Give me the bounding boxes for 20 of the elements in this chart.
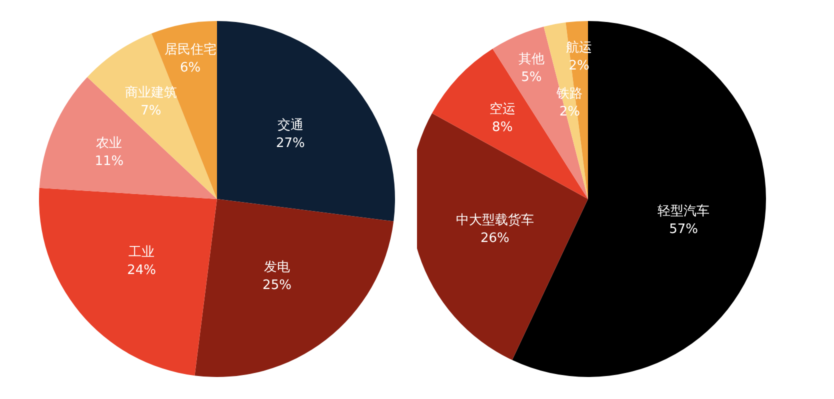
slice-label: 中大型载货车 <box>456 212 534 228</box>
slice-label: 商业建筑 <box>124 85 177 100</box>
data-label: 5% <box>521 70 542 85</box>
data-label: 7% <box>140 103 162 118</box>
data-label: 57% <box>669 222 698 237</box>
slice-label: 农业 <box>96 136 122 151</box>
slice-label: 居民住宅 <box>164 42 216 58</box>
slice-label: 工业 <box>128 244 155 260</box>
data-label: 24% <box>127 262 156 278</box>
slice-label: 其他 <box>518 52 544 67</box>
slice-label: 空运 <box>489 102 516 118</box>
data-label: 11% <box>94 154 124 169</box>
data-label: 27% <box>276 136 305 151</box>
data-label: 8% <box>492 120 513 136</box>
data-label: 6% <box>180 60 201 76</box>
slice-label: 交通 <box>277 116 304 133</box>
data-label: 25% <box>262 278 292 293</box>
slice-label: 发电 <box>264 260 290 275</box>
slice-label: 轻型汽车 <box>658 204 710 219</box>
data-label: 26% <box>480 230 510 246</box>
